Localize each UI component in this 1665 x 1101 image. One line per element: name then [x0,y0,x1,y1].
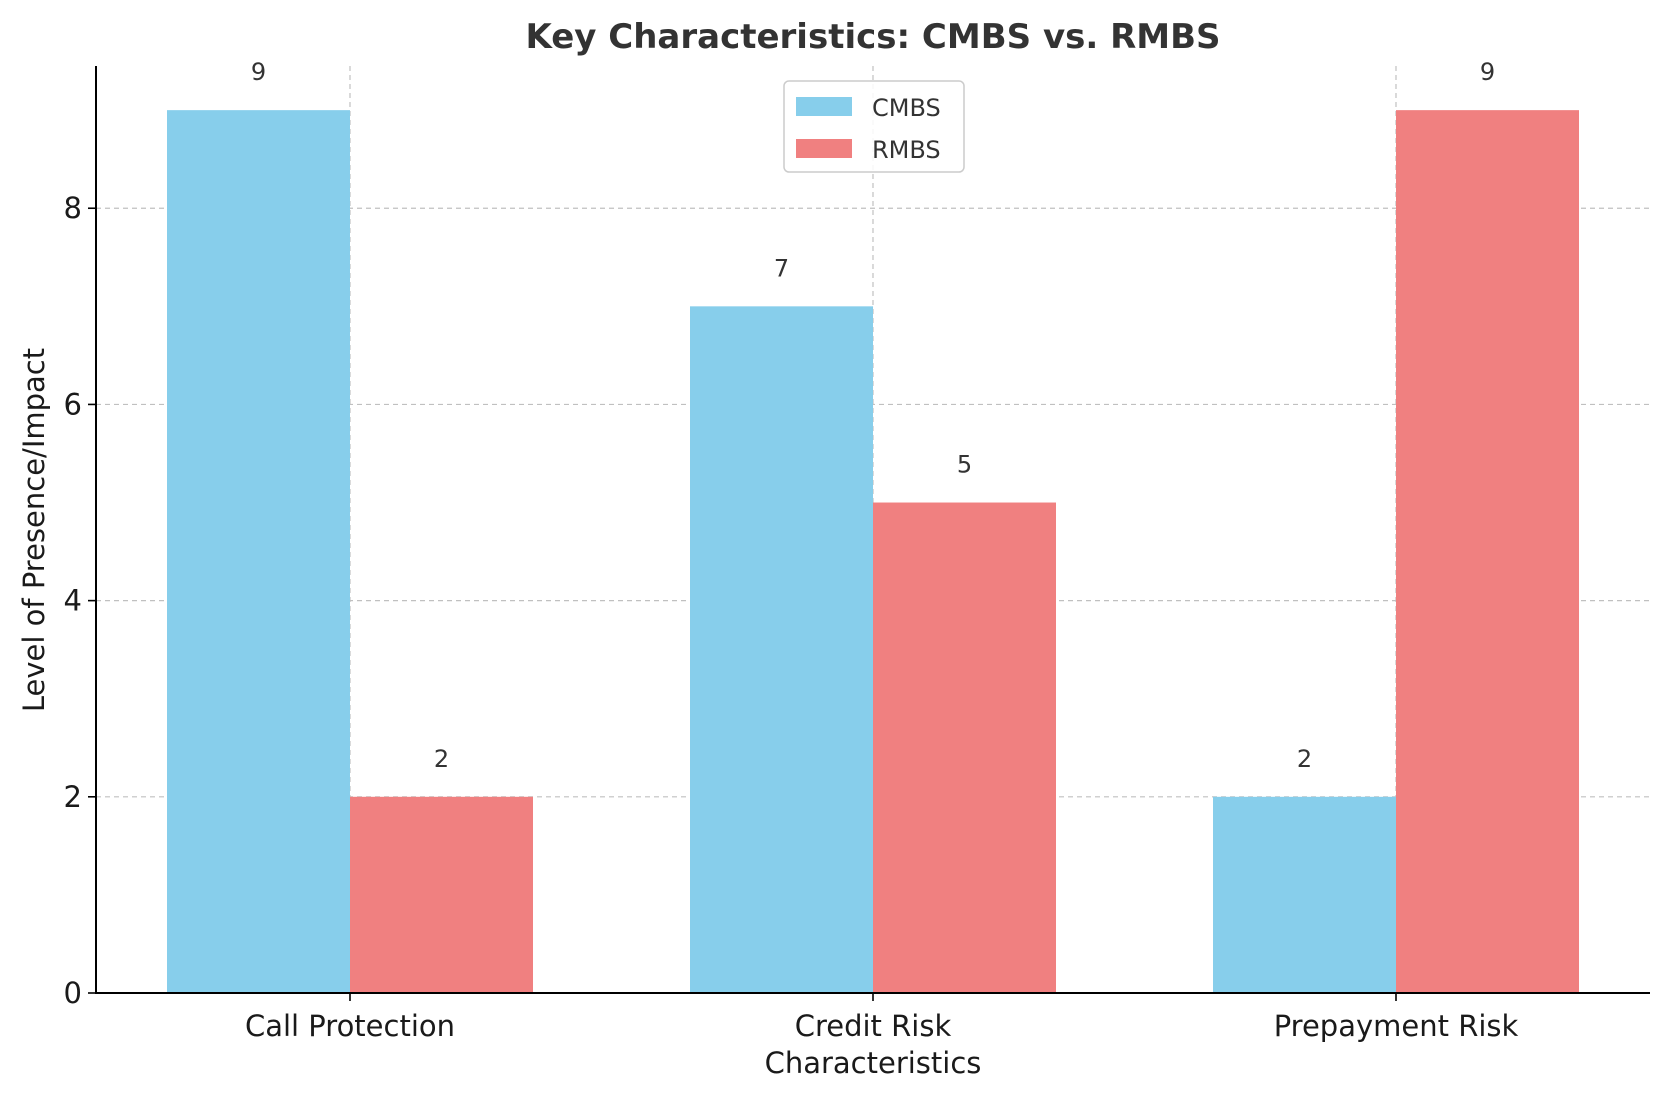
data-label: 2 [1297,745,1312,773]
x-axis-title: Characteristics [765,1046,982,1080]
axes-layer: 0 2 4 6 8 Call Protection Credit Risk Prepaymen… [64,66,1650,1043]
chart-title: Key Characteristics: CMBS vs. RMBS [525,17,1220,57]
data-label: 9 [1480,58,1495,86]
bar-cmbs-2 [1213,796,1396,993]
bar-rmbs-0 [350,796,533,993]
data-label: 9 [251,58,266,86]
y-axis-title: Level of Presence/Impact [17,348,51,712]
y-tick-label: 8 [64,191,82,225]
legend-swatch-cmbs [796,97,852,116]
data-label: 7 [774,254,789,282]
bar-cmbs-1 [690,306,873,993]
data-labels-layer: 9 7 2 2 5 9 [251,58,1495,773]
y-tick-label: 0 [64,976,82,1010]
legend-label-cmbs: CMBS [872,94,941,122]
y-tick-label: 6 [64,387,82,421]
y-tick-label: 2 [64,780,82,814]
legend: CMBS RMBS [783,80,965,173]
bar-cmbs-0 [167,110,350,993]
bars-layer [167,110,1579,993]
data-label: 5 [957,451,972,479]
y-tick-label: 4 [64,584,82,618]
legend-label-rmbs: RMBS [872,136,941,164]
bar-rmbs-1 [873,502,1056,993]
data-label: 2 [434,745,449,773]
x-tick-label: Credit Risk [795,1009,952,1043]
x-tick-label: Call Protection [245,1009,455,1043]
bar-rmbs-2 [1396,110,1579,993]
x-tick-label: Prepayment Risk [1274,1009,1519,1043]
legend-swatch-rmbs [796,139,852,158]
